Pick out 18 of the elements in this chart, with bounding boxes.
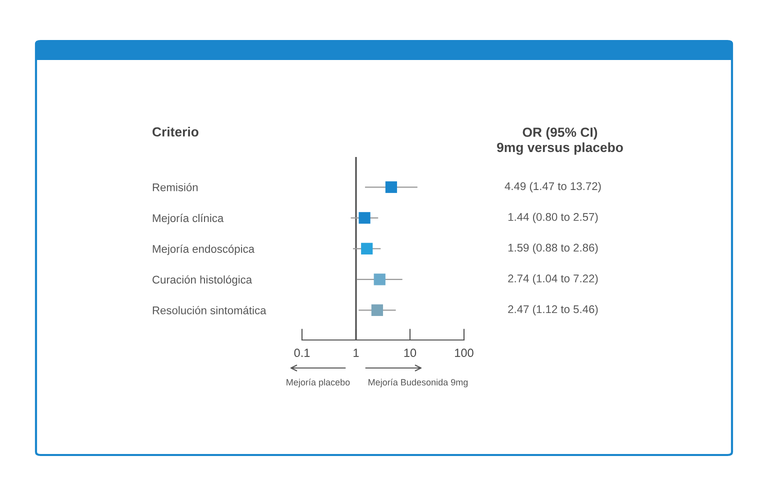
x-tick-label: 1 (354, 348, 359, 357)
y-tick-label: Mejoría endoscópica (152, 244, 255, 256)
y-tick-label: Remisión (152, 182, 198, 192)
data-label: 1.44 (0.80 to 2.57) (508, 212, 598, 224)
data-label: 4.49 (1.47 to 13.72) (504, 182, 601, 192)
x-tick-label: 10 (404, 348, 416, 358)
y2-axis-title: OR (95% CI) 9mg versus placebo (497, 127, 623, 155)
y-tick-label: Curación histológica (152, 275, 252, 286)
text: Mejoría Budesonida 9mg (368, 378, 468, 388)
data-label: 2.47 (1.12 to 5.46) (508, 304, 598, 316)
data-label: 1.59 (0.88 to 2.86) (508, 243, 598, 254)
y-axis-title: Criterio (152, 126, 198, 137)
x-tick-label: 0.1 (294, 348, 310, 358)
y-tick-label: Mejoría clínica (152, 214, 224, 224)
y-tick-label: Resolución sintomática (152, 306, 266, 314)
text: Mejoría placebo (286, 378, 350, 388)
x-tick-label: 100 (455, 348, 474, 358)
data-label: 2.74 (1.04 to 7.22) (508, 274, 598, 285)
